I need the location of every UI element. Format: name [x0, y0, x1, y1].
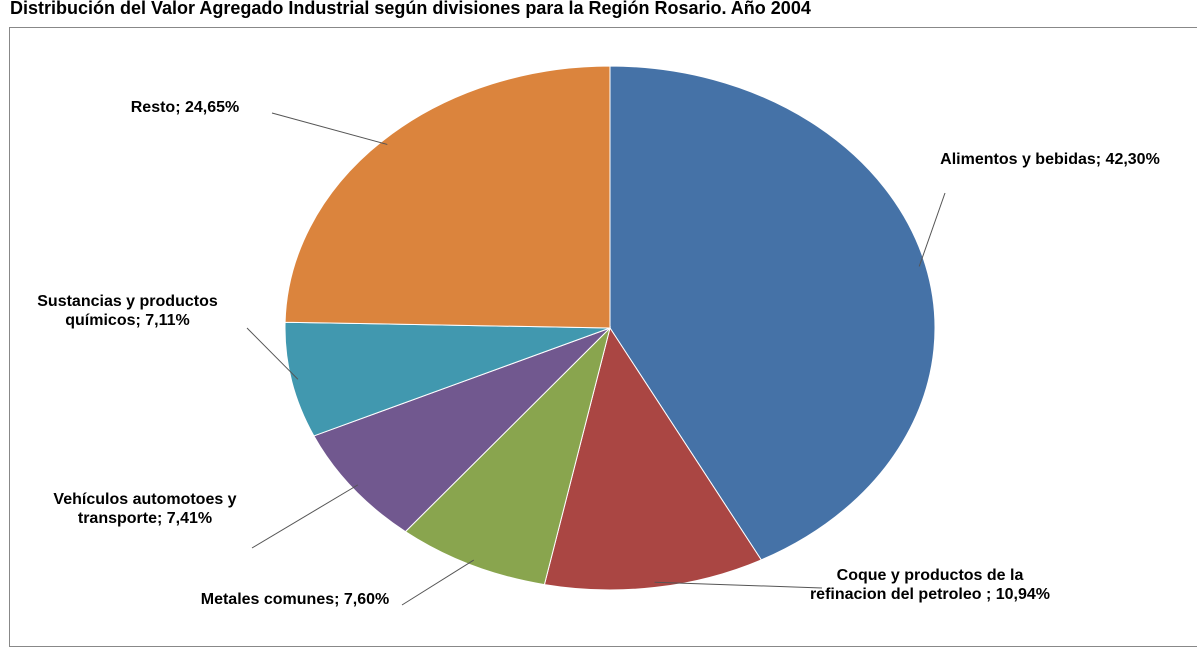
data-label: Sustancias y productos químicos; 7,11%	[37, 293, 218, 329]
leader-line	[654, 581, 823, 589]
data-label: Coque y productos de la refinacion del p…	[809, 567, 1051, 603]
pie-slice	[609, 65, 936, 561]
chart-title: Distribución del Valor Agregado Industri…	[10, 0, 811, 18]
leader-line	[271, 112, 388, 145]
data-label: Vehículos automotoes y transporte; 7,41%	[53, 491, 237, 527]
data-label: Resto; 24,65%	[130, 99, 240, 116]
leader-line	[251, 484, 359, 549]
pie-slice	[404, 326, 611, 586]
pie-slice	[543, 326, 762, 591]
leader-line	[246, 327, 299, 380]
leader-line	[918, 192, 946, 267]
pie-slice	[284, 65, 611, 329]
leader-line	[401, 559, 475, 606]
pie-slice	[284, 321, 611, 437]
data-label: Metales comunes; 7,60%	[200, 591, 390, 608]
data-label: Alimentos y bebidas; 42,30%	[940, 151, 1160, 168]
